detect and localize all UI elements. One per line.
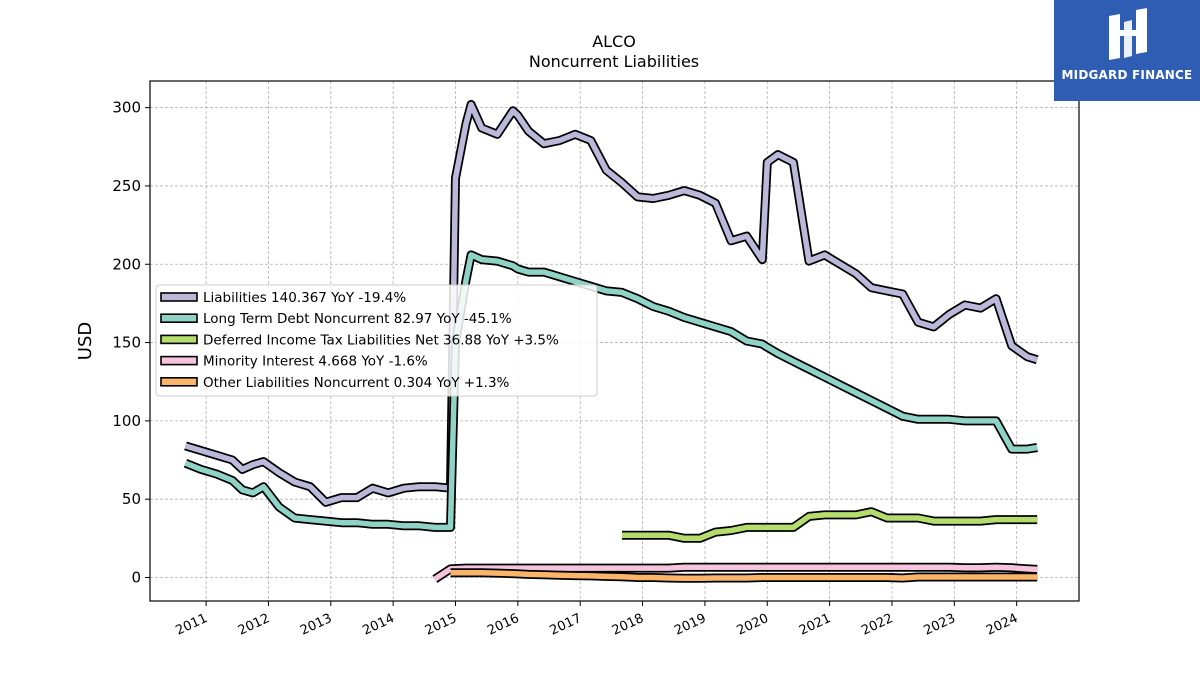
x-tick-label: 2016 <box>485 611 521 639</box>
legend: Liabilities 140.367 YoY -19.4% Long Term … <box>155 284 598 397</box>
x-tick-label: 2018 <box>610 611 646 639</box>
y-tick-label: 100 <box>112 412 141 430</box>
chart-subtitle: Noncurrent Liabilities <box>529 52 699 71</box>
x-tick-label: 2014 <box>361 611 397 639</box>
x-tick-label: 2017 <box>548 611 584 639</box>
y-axis: 0 50 100 150 200 250 300 <box>112 99 150 587</box>
legend-item-label: Other Liabilities Noncurrent 0.304 YoY +… <box>203 375 510 391</box>
series-3 <box>432 562 1038 583</box>
x-tick-label: 2015 <box>423 611 459 639</box>
series-line <box>184 101 1039 506</box>
legend-swatch <box>160 376 198 387</box>
x-tick-label: 2020 <box>735 611 771 639</box>
legend-swatch <box>160 334 198 345</box>
x-tick-label: 2011 <box>173 611 209 639</box>
series-4 <box>450 568 1038 583</box>
x-tick-label: 2022 <box>859 611 895 639</box>
midgard-finance-logo: MIDGARD FINANCE <box>1054 0 1200 101</box>
x-tick-label: 2024 <box>984 611 1020 639</box>
x-tick-label: 2021 <box>797 611 833 639</box>
x-tick-label: 2013 <box>298 611 334 639</box>
series-line <box>450 570 1038 582</box>
y-tick-label: 300 <box>112 99 141 117</box>
y-tick-label: 250 <box>112 177 141 195</box>
legend-swatch <box>160 313 198 324</box>
y-axis-label: USD <box>75 322 96 360</box>
legend-swatch <box>160 355 198 366</box>
series-2 <box>622 507 1038 543</box>
legend-item-label: Liabilities 140.367 YoY -19.4% <box>203 290 406 306</box>
y-tick-label: 150 <box>112 334 141 352</box>
legend-box <box>155 284 598 397</box>
legend-item-label: Minority Interest 4.668 YoY -1.6% <box>203 354 428 370</box>
legend-swatch <box>160 292 198 302</box>
legend-item-label: Long Term Debt Noncurrent 82.97 YoY -45.… <box>203 311 512 327</box>
x-tick-label: 2023 <box>922 611 958 639</box>
series-line <box>433 564 1038 582</box>
series-0 <box>184 100 1039 507</box>
logo-mark-icon <box>1109 8 1147 60</box>
series-line <box>622 508 1038 542</box>
logo-text: MIDGARD FINANCE <box>1061 68 1193 82</box>
x-tick-label: 2012 <box>236 611 272 639</box>
legend-item-label: Deferred Income Tax Liabilities Net 36.8… <box>203 332 559 348</box>
y-tick-label: 200 <box>112 255 141 273</box>
y-tick-label: 0 <box>131 569 141 587</box>
chart-title: ALCO <box>592 32 636 51</box>
plot-frame <box>149 80 1080 602</box>
x-axis: 2011 2012 2013 2014 2015 2016 2017 2018 2019 2020… <box>173 601 1020 639</box>
y-tick-label: 50 <box>122 490 141 508</box>
x-tick-label: 2019 <box>672 611 708 639</box>
